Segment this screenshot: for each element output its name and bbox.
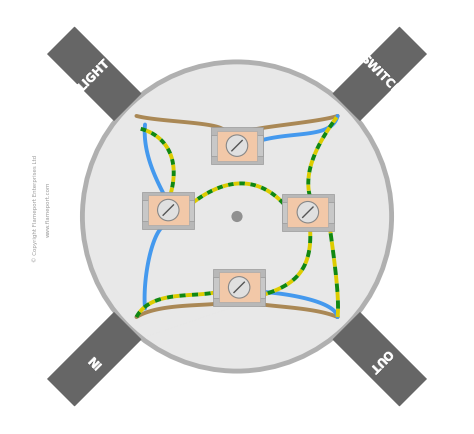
- Text: IN: IN: [84, 350, 104, 369]
- Bar: [211, 128, 263, 165]
- Text: LIGHT: LIGHT: [76, 56, 113, 93]
- Circle shape: [82, 63, 392, 371]
- Bar: [282, 194, 334, 231]
- Circle shape: [228, 277, 250, 299]
- Bar: [213, 277, 220, 298]
- Bar: [47, 28, 141, 122]
- Circle shape: [157, 200, 179, 221]
- Bar: [333, 312, 427, 406]
- Bar: [256, 136, 263, 157]
- Text: SWITCH: SWITCH: [356, 52, 403, 98]
- Text: www.flameport.com: www.flameport.com: [46, 181, 51, 236]
- Bar: [47, 28, 141, 122]
- Bar: [47, 312, 141, 406]
- Circle shape: [297, 202, 319, 224]
- Bar: [219, 273, 260, 302]
- Bar: [258, 277, 265, 298]
- Circle shape: [226, 135, 248, 157]
- Bar: [187, 200, 194, 221]
- Bar: [333, 28, 427, 122]
- Bar: [333, 312, 427, 406]
- Bar: [142, 192, 194, 229]
- Bar: [333, 28, 427, 122]
- Bar: [213, 269, 265, 306]
- Text: OUT: OUT: [365, 345, 394, 374]
- Text: OUT: OUT: [365, 345, 394, 374]
- Text: IN: IN: [84, 350, 104, 369]
- Bar: [211, 136, 218, 157]
- Bar: [327, 202, 334, 223]
- Bar: [282, 202, 289, 223]
- Bar: [148, 196, 189, 226]
- Bar: [287, 198, 328, 228]
- Circle shape: [231, 211, 243, 223]
- Bar: [47, 312, 141, 406]
- Bar: [142, 200, 149, 221]
- Text: © Copyright Flameport Enterprises Ltd: © Copyright Flameport Enterprises Ltd: [32, 155, 38, 262]
- Bar: [217, 132, 257, 161]
- Text: LIGHT: LIGHT: [76, 56, 113, 93]
- Text: SWITCH: SWITCH: [356, 52, 403, 98]
